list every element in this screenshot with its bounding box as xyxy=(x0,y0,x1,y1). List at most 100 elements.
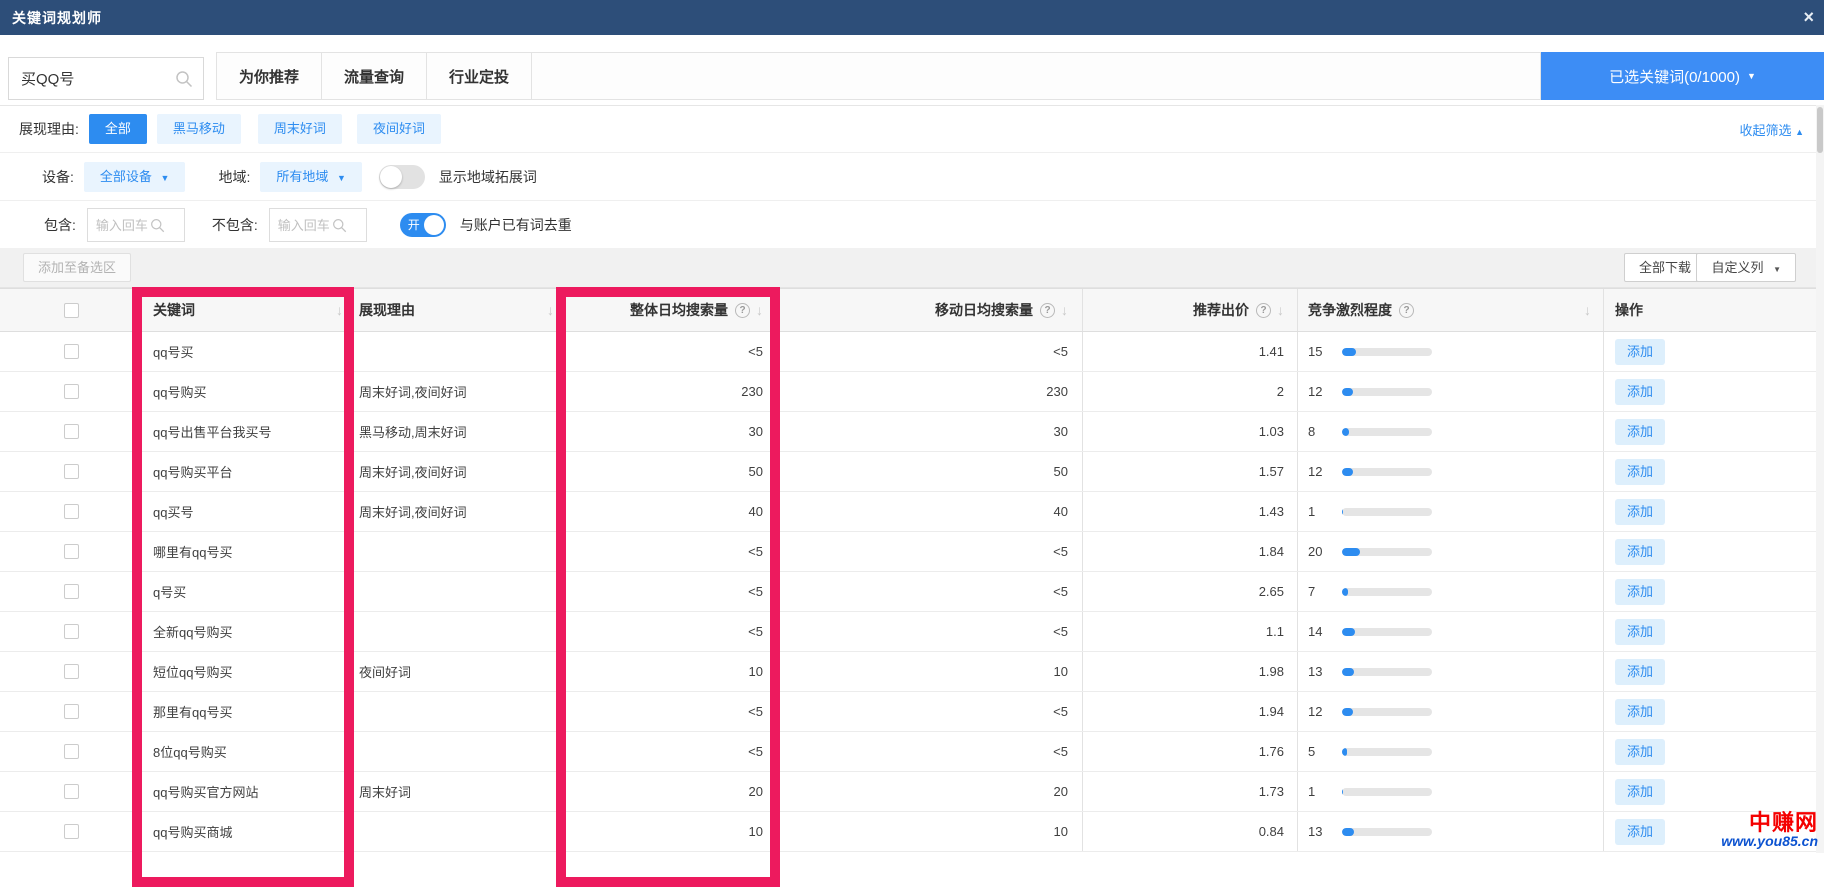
row-checkbox[interactable] xyxy=(63,384,79,399)
overall-search-cell: 10 xyxy=(748,824,763,839)
overall-search-cell: 50 xyxy=(748,464,763,479)
sort-desc-icon[interactable]: ↓ xyxy=(1584,302,1591,318)
competition-bar xyxy=(1342,587,1432,596)
row-checkbox[interactable] xyxy=(63,464,79,479)
keyword-cell: qq号购买商城 xyxy=(153,825,233,840)
reason-chip-darkhorse-mobile[interactable]: 黑马移动 xyxy=(156,114,241,144)
close-icon[interactable]: × xyxy=(1803,7,1814,27)
competition-bar xyxy=(1342,427,1432,436)
search-icon[interactable] xyxy=(175,70,193,88)
region-value: 所有地域 xyxy=(276,168,329,184)
table-row: 8位qq号购买 <5 <5 1.76 5 添加 xyxy=(0,732,1824,772)
keyword-search-input[interactable] xyxy=(9,70,175,87)
row-checkbox[interactable] xyxy=(63,744,79,759)
add-button[interactable]: 添加 xyxy=(1615,418,1666,445)
region-select[interactable]: 所有地域 ▼ xyxy=(260,161,362,192)
mobile-search-cell: 10 xyxy=(777,652,1082,691)
reason-cell xyxy=(355,732,566,771)
add-button[interactable]: 添加 xyxy=(1615,538,1666,565)
tab-traffic-query[interactable]: 流量查询 xyxy=(322,53,427,99)
row-checkbox[interactable] xyxy=(63,504,79,519)
tab-recommend[interactable]: 为你推荐 xyxy=(217,53,322,99)
sort-desc-icon[interactable]: ↓ xyxy=(336,302,343,318)
competition-cell: 13 xyxy=(1297,652,1603,691)
table-body: qq号买 <5 <5 1.41 15 添加 qq号购买 周末好词,夜间好词 230 230 2 12 添… xyxy=(0,332,1824,852)
action-cell: 添加 xyxy=(1603,412,1824,451)
competition-cell: 8 xyxy=(1297,412,1603,451)
download-all-button[interactable]: 全部下载 xyxy=(1623,253,1706,282)
row-checkbox[interactable] xyxy=(63,824,79,839)
competition-value: 12 xyxy=(1308,464,1323,479)
row-checkbox[interactable] xyxy=(63,624,79,639)
tab-industry-targeting[interactable]: 行业定投 xyxy=(427,53,532,99)
search-icon[interactable] xyxy=(150,218,165,233)
add-button[interactable]: 添加 xyxy=(1615,498,1666,525)
row-checkbox-cell xyxy=(0,692,142,731)
add-button[interactable]: 添加 xyxy=(1615,778,1666,805)
row-checkbox[interactable] xyxy=(63,704,79,719)
competition-value: 13 xyxy=(1308,664,1323,679)
include-input[interactable] xyxy=(87,217,148,233)
selected-keywords-button[interactable]: 已选关键词(0/1000) ▼ xyxy=(1541,52,1824,100)
sort-desc-icon[interactable]: ↓ xyxy=(1277,302,1284,318)
custom-columns-button[interactable]: 自定义列 ▼ xyxy=(1696,253,1796,282)
add-button[interactable]: 添加 xyxy=(1615,458,1666,485)
add-button[interactable]: 添加 xyxy=(1615,378,1666,405)
collapse-filters-link[interactable]: 收起筛选 ▲ xyxy=(1739,120,1804,139)
competition-bar xyxy=(1342,627,1432,636)
collapse-filters-label: 收起筛选 xyxy=(1739,123,1792,138)
dedupe-toggle[interactable]: 开 xyxy=(399,213,446,237)
help-icon: ? xyxy=(735,302,750,318)
overall-search-cell: <5 xyxy=(748,744,763,759)
reason-chip-night[interactable]: 夜间好词 xyxy=(356,114,441,144)
exclude-input[interactable] xyxy=(269,217,330,233)
add-button[interactable]: 添加 xyxy=(1615,658,1666,685)
search-icon[interactable] xyxy=(332,218,347,233)
add-button[interactable]: 添加 xyxy=(1615,618,1666,645)
competition-value: 1 xyxy=(1308,504,1316,519)
add-button[interactable]: 添加 xyxy=(1615,578,1666,605)
row-checkbox[interactable] xyxy=(63,784,79,799)
dedupe-label: 与账户已有词去重 xyxy=(459,217,572,233)
add-button[interactable]: 添加 xyxy=(1615,338,1666,365)
competition-bar xyxy=(1342,747,1432,756)
scrollbar-thumb[interactable] xyxy=(1817,107,1823,153)
table-row: 那里有qq号买 <5 <5 1.94 12 添加 xyxy=(0,692,1824,732)
reason-chip-all[interactable]: 全部 xyxy=(88,114,147,144)
bid-cell: 0.84 xyxy=(1082,812,1297,851)
row-checkbox-cell xyxy=(0,612,142,651)
add-to-candidates-button[interactable]: 添加至备选区 xyxy=(23,253,132,282)
reason-cell: 周末好词,夜间好词 xyxy=(359,385,467,400)
watermark: 中赚网 www.you85.cn xyxy=(1721,811,1818,849)
competition-bar xyxy=(1342,667,1432,676)
chevron-down-icon: ▼ xyxy=(1746,71,1756,81)
sort-desc-icon[interactable]: ↓ xyxy=(756,302,763,318)
keyword-cell: 那里有qq号买 xyxy=(153,705,233,720)
reason-cell: 黑马移动,周末好词 xyxy=(359,425,467,440)
reason-cell xyxy=(355,812,566,851)
reason-cell xyxy=(355,612,566,651)
chevron-down-icon: ▼ xyxy=(336,172,346,183)
overall-search-cell: 20 xyxy=(748,784,763,799)
row-checkbox[interactable] xyxy=(63,424,79,439)
header-mobile-search: 移动日均搜索量 ? ↓ xyxy=(777,289,1082,331)
row-checkbox[interactable] xyxy=(63,344,79,359)
device-select[interactable]: 全部设备 ▼ xyxy=(83,161,186,192)
region-expand-toggle[interactable] xyxy=(378,164,425,189)
watermark-site-url: www.you85.cn xyxy=(1721,833,1818,850)
competition-cell: 13 xyxy=(1297,812,1603,851)
add-button[interactable]: 添加 xyxy=(1615,698,1666,725)
add-button[interactable]: 添加 xyxy=(1615,818,1666,845)
row-checkbox[interactable] xyxy=(63,544,79,559)
sort-desc-icon[interactable]: ↓ xyxy=(1061,302,1068,318)
select-all-checkbox[interactable] xyxy=(63,302,79,318)
add-button[interactable]: 添加 xyxy=(1615,738,1666,765)
action-cell: 添加 xyxy=(1603,572,1824,611)
action-cell: 添加 xyxy=(1603,492,1824,531)
reason-chip-weekend[interactable]: 周末好词 xyxy=(257,114,342,144)
mobile-search-cell: <5 xyxy=(777,572,1082,611)
row-checkbox[interactable] xyxy=(63,584,79,599)
tabbar: 为你推荐 流量查询 行业定投 xyxy=(216,52,1541,100)
row-checkbox[interactable] xyxy=(63,664,79,679)
sort-desc-icon[interactable]: ↓ xyxy=(547,302,554,318)
